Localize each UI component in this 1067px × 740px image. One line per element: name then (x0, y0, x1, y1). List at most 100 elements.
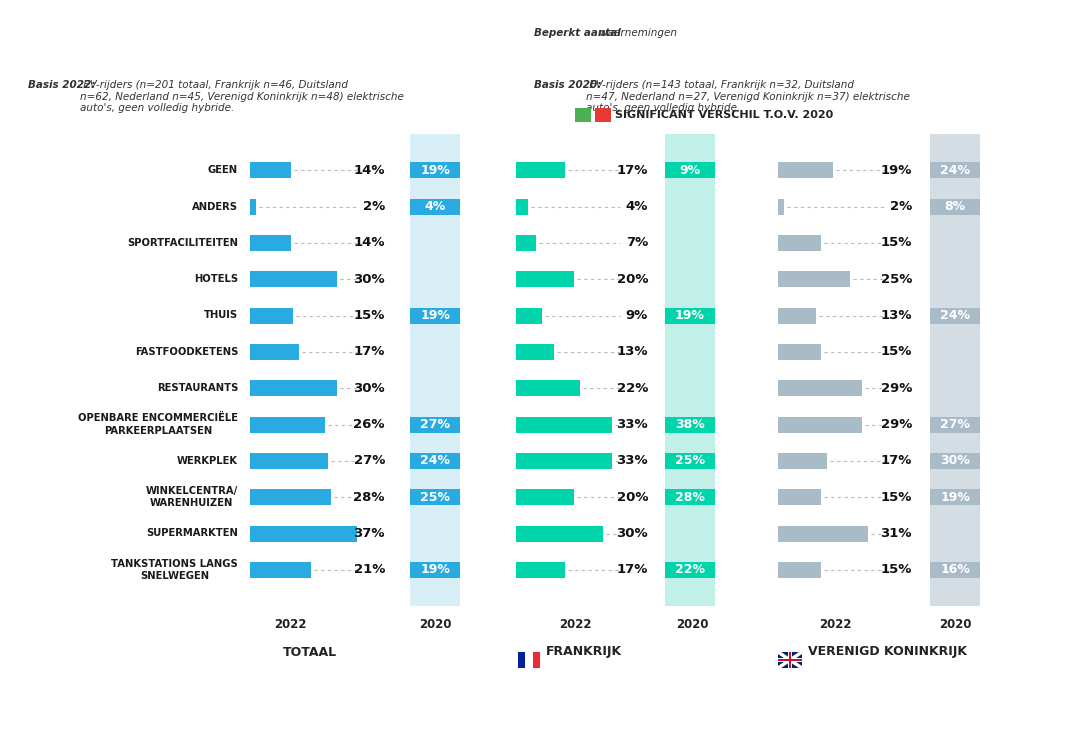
Text: 15%: 15% (880, 491, 912, 504)
Text: 2%: 2% (890, 200, 912, 213)
Bar (516, 489, 574, 505)
Text: 27%: 27% (420, 418, 450, 431)
Text: 27%: 27% (940, 418, 970, 431)
Text: Basis 2022:: Basis 2022: (28, 80, 95, 90)
Bar (250, 344, 299, 360)
Text: 13%: 13% (880, 309, 912, 322)
Bar (516, 162, 566, 178)
Text: 4%: 4% (425, 200, 446, 213)
Text: 33%: 33% (617, 418, 648, 431)
Text: 13%: 13% (617, 346, 648, 358)
Text: Basis 2020:: Basis 2020: (534, 80, 602, 90)
Bar (665, 162, 715, 178)
Text: TANKSTATIONS LANGS
SNELWEGEN: TANKSTATIONS LANGS SNELWEGEN (111, 559, 238, 581)
Bar (250, 235, 290, 251)
Text: 33%: 33% (617, 454, 648, 468)
Bar (930, 562, 980, 578)
Text: 25%: 25% (420, 491, 450, 504)
Bar (930, 198, 980, 215)
Bar (250, 308, 293, 323)
Bar (516, 562, 566, 578)
Bar (778, 652, 802, 668)
Bar (250, 489, 331, 505)
Text: 7%: 7% (625, 236, 648, 249)
Text: 21%: 21% (353, 563, 385, 576)
Bar (250, 417, 325, 432)
Text: 29%: 29% (880, 382, 912, 394)
Text: 30%: 30% (617, 527, 648, 540)
Bar (410, 453, 460, 469)
Text: WINKELCENTRA/
WARENHUIZEN: WINKELCENTRA/ WARENHUIZEN (146, 486, 238, 508)
Bar (516, 308, 542, 323)
Bar (410, 162, 460, 178)
Bar (778, 562, 822, 578)
Text: 15%: 15% (353, 309, 385, 322)
Text: 15%: 15% (880, 563, 912, 576)
Text: FASTFOODKETENS: FASTFOODKETENS (134, 347, 238, 357)
Text: 20%: 20% (617, 491, 648, 504)
Text: 24%: 24% (940, 164, 970, 177)
Bar (250, 380, 337, 396)
Bar (930, 308, 980, 323)
Text: 2022: 2022 (818, 619, 851, 631)
Text: RESTAURANTS: RESTAURANTS (157, 383, 238, 393)
Bar (410, 562, 460, 578)
Bar (250, 562, 310, 578)
Text: 17%: 17% (880, 454, 912, 468)
Bar (665, 489, 715, 505)
Text: ANDERS: ANDERS (192, 201, 238, 212)
Text: 25%: 25% (675, 454, 705, 468)
Bar (516, 198, 527, 215)
Bar (930, 417, 980, 432)
Text: TOTAAL: TOTAAL (283, 645, 337, 659)
Text: 2022: 2022 (559, 619, 591, 631)
Bar (789, 652, 792, 668)
Bar (778, 235, 822, 251)
Text: 28%: 28% (353, 491, 385, 504)
Bar (410, 417, 460, 432)
Text: 37%: 37% (353, 527, 385, 540)
Text: 27%: 27% (353, 454, 385, 468)
Text: 24%: 24% (940, 309, 970, 322)
Text: 25%: 25% (880, 272, 912, 286)
Text: 17%: 17% (617, 563, 648, 576)
Text: SPORTFACILITEITEN: SPORTFACILITEITEN (127, 238, 238, 248)
Bar (516, 525, 603, 542)
Text: GEEN: GEEN (208, 165, 238, 175)
Bar (930, 134, 980, 606)
Text: 17%: 17% (353, 346, 385, 358)
Bar (778, 525, 867, 542)
Text: 14%: 14% (353, 164, 385, 177)
Text: 8%: 8% (944, 200, 966, 213)
Text: 4%: 4% (625, 200, 648, 213)
Bar (665, 417, 715, 432)
Text: 30%: 30% (353, 272, 385, 286)
Text: 19%: 19% (675, 309, 705, 322)
Bar (789, 652, 792, 668)
Bar (517, 652, 525, 668)
Text: 2020: 2020 (939, 619, 971, 631)
Text: 15%: 15% (880, 346, 912, 358)
Bar (778, 344, 822, 360)
Text: OPENBARE ENCOMMERCIËLE
PARKEERPLAATSEN: OPENBARE ENCOMMERCIËLE PARKEERPLAATSEN (78, 413, 238, 436)
Bar (778, 658, 802, 662)
Bar (778, 271, 850, 287)
Bar (930, 489, 980, 505)
Text: 19%: 19% (420, 309, 450, 322)
Text: 2020: 2020 (418, 619, 451, 631)
Bar (930, 162, 980, 178)
Bar (778, 489, 822, 505)
Text: EV-rijders (n=143 totaal, Frankrijk n=32, Duitsland
n=47, Nederland n=27, Vereni: EV-rijders (n=143 totaal, Frankrijk n=32… (586, 80, 910, 113)
Bar (778, 162, 833, 178)
Bar (516, 235, 537, 251)
Bar (595, 108, 611, 122)
Text: 9%: 9% (680, 164, 701, 177)
Text: 38%: 38% (675, 418, 705, 431)
Text: 22%: 22% (617, 382, 648, 394)
Bar (665, 453, 715, 469)
Text: waarnemingen: waarnemingen (596, 28, 676, 38)
Bar (250, 525, 357, 542)
Text: FRANKRIJK: FRANKRIJK (546, 645, 622, 659)
Bar (250, 162, 290, 178)
Bar (778, 417, 862, 432)
